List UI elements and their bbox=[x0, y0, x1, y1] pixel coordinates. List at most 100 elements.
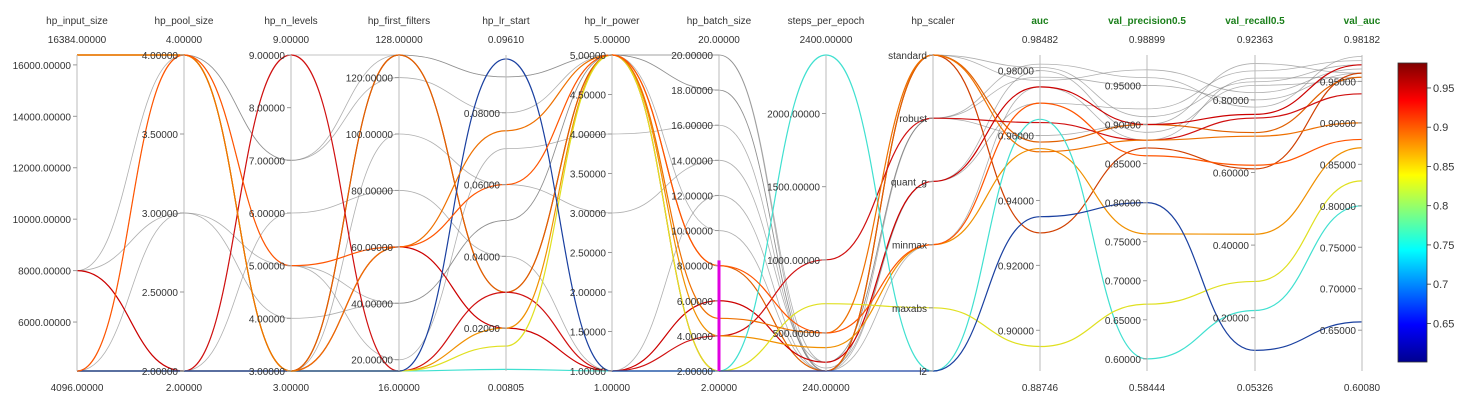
colorbar-tick-label: 0.65 bbox=[1433, 318, 1454, 330]
tick-label: 10000.00000 bbox=[13, 215, 72, 226]
tick-label: 6.00000 bbox=[677, 297, 714, 308]
tick-label: maxabs bbox=[892, 304, 927, 315]
run-line bbox=[76, 54, 1363, 372]
axis-min-label: 0.88746 bbox=[1022, 383, 1059, 394]
tick-label: 0.70000 bbox=[1105, 277, 1142, 288]
tick-label: 0.02000 bbox=[464, 324, 501, 335]
axis-max-label: 128.00000 bbox=[375, 35, 423, 46]
axis-max-label: 20.00000 bbox=[698, 35, 740, 46]
axis-min-label: 2.00000 bbox=[166, 383, 203, 394]
tick-label: 18.00000 bbox=[671, 86, 713, 97]
axis-max-label: 0.98482 bbox=[1022, 35, 1059, 46]
run-line bbox=[76, 54, 1363, 372]
tick-label: 60.00000 bbox=[351, 243, 393, 254]
axis-hp-batch-size: hp_batch_size 20.00000 2.00000 2.00000 4.000… bbox=[671, 16, 751, 394]
tick-label: 0.70000 bbox=[1320, 285, 1357, 296]
tick-label: 8000.00000 bbox=[18, 267, 71, 278]
axis-max-label: 4.00000 bbox=[166, 35, 203, 46]
tick-label: 14000.00000 bbox=[13, 112, 72, 123]
tick-label: 20.00000 bbox=[671, 51, 713, 62]
tick-label: 2000.00000 bbox=[767, 110, 820, 121]
tick-label: 80.00000 bbox=[351, 186, 393, 197]
axis-max-label: 9.00000 bbox=[273, 35, 310, 46]
tick-label: 5.00000 bbox=[570, 51, 607, 62]
axis-name-label: hp_n_levels bbox=[264, 16, 317, 27]
axis-max-label: 0.92363 bbox=[1237, 35, 1274, 46]
axis-val-auc: val_auc 0.98182 0.60080 0.65000 0.70000 0.750… bbox=[1320, 16, 1381, 394]
axis-name-label: hp_scaler bbox=[911, 16, 955, 27]
tick-label: 8.00000 bbox=[249, 104, 286, 115]
colorbar-gradient bbox=[1397, 62, 1428, 363]
batch-size-brush[interactable] bbox=[717, 260, 721, 371]
tick-label: 12.00000 bbox=[671, 191, 713, 202]
tick-label: 0.80000 bbox=[1320, 202, 1357, 213]
tick-label: 0.60000 bbox=[1213, 168, 1250, 179]
brush-selection[interactable] bbox=[717, 260, 721, 371]
tick-label: 0.08000 bbox=[464, 109, 501, 120]
axis-hp-scaler: hp_scaler l2 maxabs minmax quant_g robust stan… bbox=[888, 16, 955, 378]
tick-label: 0.65000 bbox=[1320, 326, 1357, 337]
tick-label: 2.00000 bbox=[570, 288, 607, 299]
tick-label: 2.50000 bbox=[570, 249, 607, 260]
axis-max-label: 0.98899 bbox=[1129, 35, 1166, 46]
tick-label: 0.92000 bbox=[998, 261, 1035, 272]
tick-label: 14.00000 bbox=[671, 156, 713, 167]
tick-label: robust bbox=[899, 114, 927, 125]
axis-min-label: 0.60080 bbox=[1344, 383, 1381, 394]
axis-min-label: 1.00000 bbox=[594, 383, 631, 394]
tick-label: 1000.00000 bbox=[767, 256, 820, 267]
tick-label: 0.95000 bbox=[1105, 81, 1142, 92]
tick-label: 20.00000 bbox=[351, 356, 393, 367]
tick-label: 0.95000 bbox=[1320, 77, 1357, 88]
axis-hp-lr-power: hp_lr_power 5.00000 1.00000 1.00000 1.50000 2… bbox=[570, 16, 640, 394]
tick-label: 12000.00000 bbox=[13, 164, 72, 175]
tick-label: 4.50000 bbox=[570, 91, 607, 102]
axis-name-label: auc bbox=[1031, 16, 1049, 27]
axis-hp-first-filters: hp_first_filters 128.00000 16.00000 20.0000… bbox=[346, 16, 430, 394]
run-line bbox=[77, 54, 1363, 372]
tick-label: 0.90000 bbox=[1105, 121, 1142, 132]
tick-label: 0.04000 bbox=[464, 252, 501, 263]
background-run-line bbox=[76, 56, 1363, 372]
axis-val-recall0-5: val_recall0.5 0.92363 0.05326 0.20000 0.4000… bbox=[1213, 16, 1285, 394]
tick-label: 4.00000 bbox=[677, 332, 714, 343]
tick-label: 0.80000 bbox=[1105, 199, 1142, 210]
tick-label: 7.00000 bbox=[249, 156, 286, 167]
axis-name-label: hp_lr_power bbox=[584, 16, 640, 27]
axis-hp-pool-size: hp_pool_size 4.00000 2.00000 2.00000 2.50000… bbox=[142, 16, 214, 394]
tick-label: 3.50000 bbox=[570, 170, 607, 181]
axis-max-label: 16384.00000 bbox=[48, 35, 107, 46]
tick-label: 2.00000 bbox=[677, 367, 714, 378]
colorbar-tick-label: 0.75 bbox=[1433, 240, 1454, 252]
tick-label: 0.96000 bbox=[998, 132, 1035, 143]
tick-label: 100.00000 bbox=[346, 130, 394, 141]
tick-label: 6000.00000 bbox=[18, 318, 71, 329]
axis-name-label: hp_batch_size bbox=[687, 16, 752, 27]
tick-label: 0.20000 bbox=[1213, 314, 1250, 325]
axis-name-label: val_recall0.5 bbox=[1225, 16, 1285, 27]
axis-min-label: 0.58444 bbox=[1129, 383, 1166, 394]
tick-label: 0.06000 bbox=[464, 181, 501, 192]
tick-label: 3.00000 bbox=[249, 367, 286, 378]
tick-label: 40.00000 bbox=[351, 299, 393, 310]
axes-group: hp_input_size 16384.00000 4096.00000 6000.0… bbox=[13, 16, 1381, 394]
tick-label: 1.50000 bbox=[570, 328, 607, 339]
axis-name-label: hp_first_filters bbox=[368, 16, 430, 27]
tick-label: 0.94000 bbox=[998, 196, 1035, 207]
tick-label: minmax bbox=[892, 241, 927, 252]
tick-label: 8.00000 bbox=[677, 262, 714, 273]
axis-val-precision0-5: val_precision0.5 0.98899 0.58444 0.60000 0.6… bbox=[1105, 16, 1187, 394]
tick-label: 1500.00000 bbox=[767, 183, 820, 194]
tick-label: 4.00000 bbox=[249, 314, 286, 325]
tick-label: 0.85000 bbox=[1320, 160, 1357, 171]
tick-label: 0.98000 bbox=[998, 67, 1035, 78]
tick-label: 16.00000 bbox=[671, 121, 713, 132]
tick-label: 500.00000 bbox=[773, 329, 821, 340]
tick-label: 0.85000 bbox=[1105, 160, 1142, 171]
colorbar-tick-label: 0.9 bbox=[1433, 122, 1448, 134]
axis-name-label: val_auc bbox=[1344, 16, 1381, 27]
colorbar-tick-label: 0.8 bbox=[1433, 201, 1448, 213]
tick-label: quant_g bbox=[891, 177, 927, 188]
tick-label: 120.00000 bbox=[346, 74, 394, 85]
